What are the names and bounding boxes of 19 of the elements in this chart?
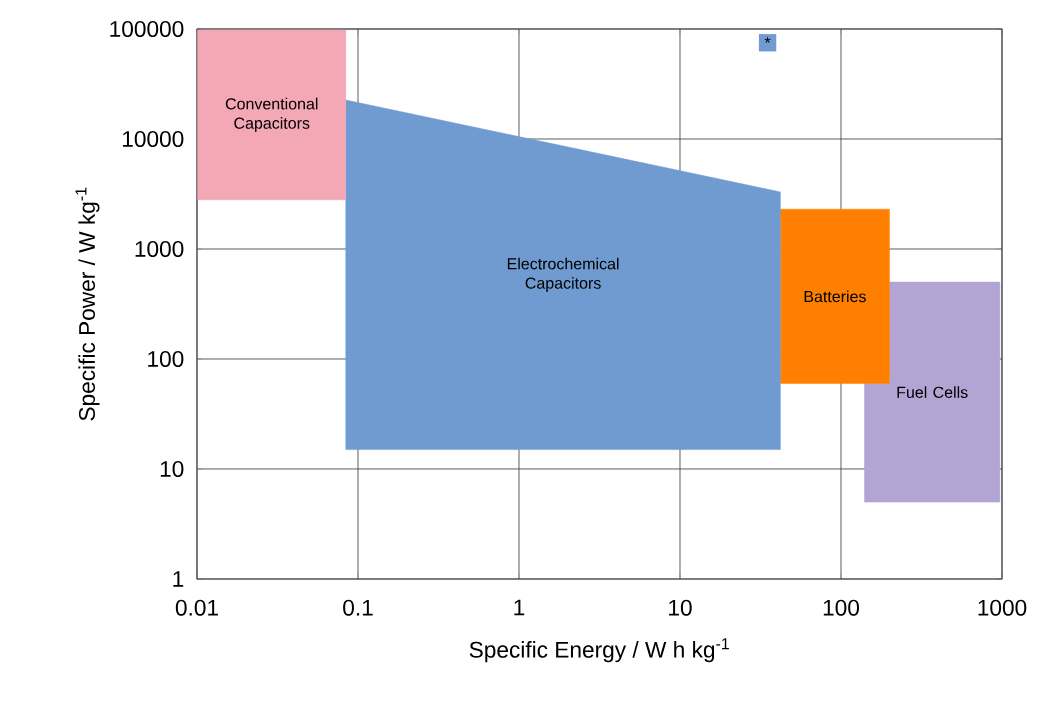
series-label: Conventional Capacitors (225, 97, 318, 133)
series-label: Electrochemical Capacitors (507, 257, 619, 292)
annotation: * (764, 37, 771, 43)
x-tick-label: 1 (514, 599, 525, 616)
series-label: Batteries (804, 290, 866, 303)
x-tick-label: 0.01 (175, 599, 218, 616)
y-tick-label: 10 (160, 460, 184, 478)
y-tick-label: 1000 (135, 240, 184, 258)
x-tick-label: 100 (823, 599, 860, 616)
series-label: Fuel Cells (897, 386, 968, 398)
y-tick-label: 1 (173, 571, 184, 587)
y-axis-title: Specific Power / W kg$^{-1}$ (75, 187, 100, 421)
x-tick-label: 1000 (978, 599, 1027, 616)
y-tick-label: 10000 (123, 130, 184, 148)
x-axis-title: Specific Energy / W h kg$^{-1}$ (469, 638, 729, 663)
y-tick-label: 100000 (110, 20, 184, 38)
x-tick-label: 0.1 (343, 599, 373, 616)
x-tick-label: 10 (669, 599, 692, 616)
y-tick-label: 100 (148, 350, 184, 368)
